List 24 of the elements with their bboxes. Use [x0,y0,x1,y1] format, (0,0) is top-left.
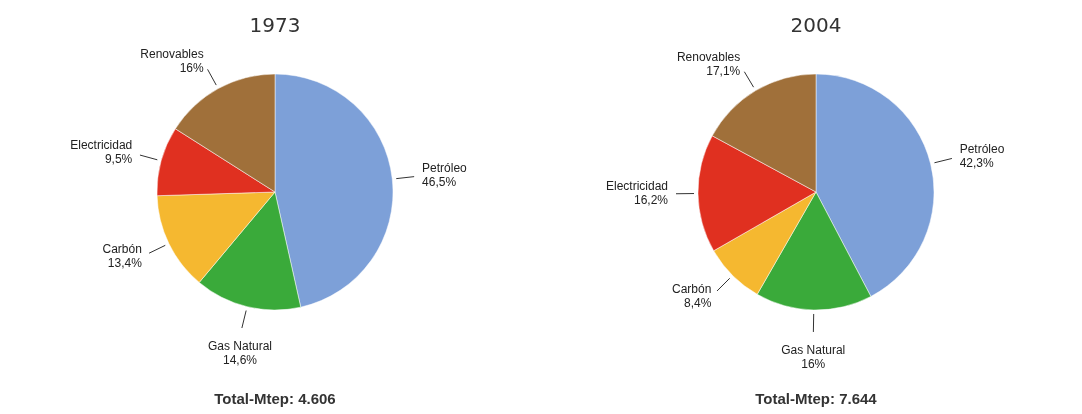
slice-label: Petróleo [422,160,468,175]
data-label: 16% [801,356,826,371]
data-label: 8,4% [683,295,712,310]
data-label: 13,4% [107,255,143,270]
slice-label: Carbón [671,281,712,296]
data-label: 46,5% [422,174,457,189]
slice-label: Renovables [140,47,204,62]
slice-label: Gas Natural [207,338,273,353]
text: Total-Mtep: 7.644 [755,390,878,407]
data-label: 14,6% [222,352,258,367]
slice-label: Carbón [102,241,142,256]
data-label: 42,3% [959,155,995,170]
text: Total-Mtep: 4.606 [214,390,336,407]
chart-title: 2004 [790,13,842,37]
slice-label: Electricidad [605,178,669,193]
data-label: 16,2% [633,192,669,207]
data-label: 9,5% [104,151,133,166]
slice-label: Gas Natural [781,342,846,357]
data-label: 16% [179,61,205,76]
slice-label: Petróleo [959,141,1005,156]
data-label: 17,1% [706,63,741,78]
slice-label: Electricidad [70,137,133,152]
slice-label: Renovables [676,49,741,64]
chart-title: 1973 [249,13,301,37]
